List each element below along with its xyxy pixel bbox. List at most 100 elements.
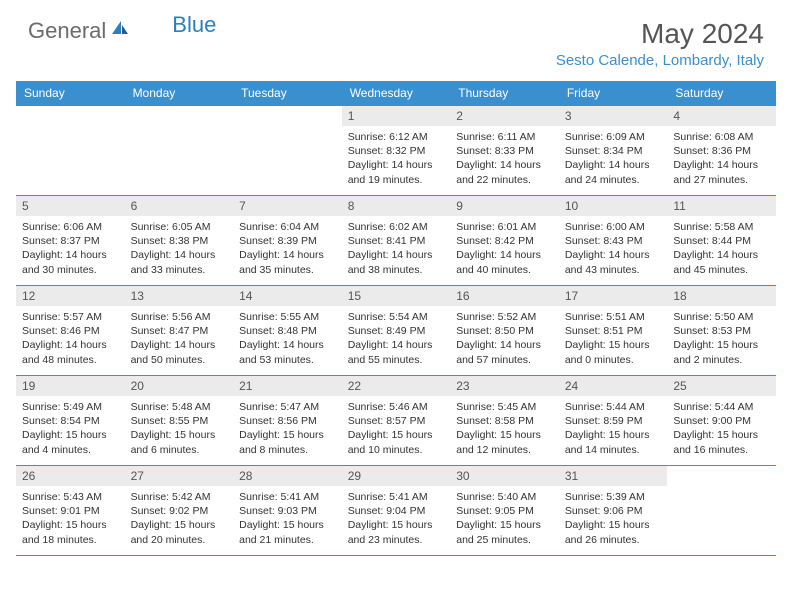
title-block: May 2024 Sesto Calende, Lombardy, Italy — [556, 18, 764, 69]
day-content: Sunrise: 6:01 AMSunset: 8:42 PMDaylight:… — [450, 216, 559, 279]
day-content: Sunrise: 5:48 AMSunset: 8:55 PMDaylight:… — [125, 396, 234, 459]
day-number: 4 — [667, 106, 776, 126]
day-number: 16 — [450, 286, 559, 306]
day-number: 7 — [233, 196, 342, 216]
day-number — [16, 106, 125, 126]
weekday-header: Saturday — [667, 81, 776, 106]
month-title: May 2024 — [556, 18, 764, 50]
day-number: 14 — [233, 286, 342, 306]
calendar-cell: 21Sunrise: 5:47 AMSunset: 8:56 PMDayligh… — [233, 376, 342, 466]
calendar-cell: 20Sunrise: 5:48 AMSunset: 8:55 PMDayligh… — [125, 376, 234, 466]
day-number: 20 — [125, 376, 234, 396]
day-number — [667, 466, 776, 486]
day-content: Sunrise: 5:39 AMSunset: 9:06 PMDaylight:… — [559, 486, 668, 549]
day-number: 9 — [450, 196, 559, 216]
logo-text-blue: Blue — [172, 12, 216, 38]
day-content: Sunrise: 5:40 AMSunset: 9:05 PMDaylight:… — [450, 486, 559, 549]
calendar-cell: 6Sunrise: 6:05 AMSunset: 8:38 PMDaylight… — [125, 196, 234, 286]
day-content: Sunrise: 5:52 AMSunset: 8:50 PMDaylight:… — [450, 306, 559, 369]
day-number: 3 — [559, 106, 668, 126]
calendar-cell: 25Sunrise: 5:44 AMSunset: 9:00 PMDayligh… — [667, 376, 776, 466]
day-number: 21 — [233, 376, 342, 396]
calendar-cell: 7Sunrise: 6:04 AMSunset: 8:39 PMDaylight… — [233, 196, 342, 286]
day-number: 27 — [125, 466, 234, 486]
day-number: 26 — [16, 466, 125, 486]
day-content: Sunrise: 6:08 AMSunset: 8:36 PMDaylight:… — [667, 126, 776, 189]
day-number: 8 — [342, 196, 451, 216]
day-number — [125, 106, 234, 126]
day-content: Sunrise: 5:44 AMSunset: 9:00 PMDaylight:… — [667, 396, 776, 459]
location: Sesto Calende, Lombardy, Italy — [556, 52, 764, 69]
calendar-row: 26Sunrise: 5:43 AMSunset: 9:01 PMDayligh… — [16, 466, 776, 556]
calendar-cell: 5Sunrise: 6:06 AMSunset: 8:37 PMDaylight… — [16, 196, 125, 286]
day-number: 6 — [125, 196, 234, 216]
logo: General Blue — [28, 18, 216, 44]
sail-icon — [110, 19, 130, 42]
day-content: Sunrise: 5:43 AMSunset: 9:01 PMDaylight:… — [16, 486, 125, 549]
calendar-cell — [16, 106, 125, 196]
calendar-cell: 29Sunrise: 5:41 AMSunset: 9:04 PMDayligh… — [342, 466, 451, 556]
calendar-cell: 17Sunrise: 5:51 AMSunset: 8:51 PMDayligh… — [559, 286, 668, 376]
calendar-cell: 27Sunrise: 5:42 AMSunset: 9:02 PMDayligh… — [125, 466, 234, 556]
day-content: Sunrise: 6:04 AMSunset: 8:39 PMDaylight:… — [233, 216, 342, 279]
calendar-cell: 19Sunrise: 5:49 AMSunset: 8:54 PMDayligh… — [16, 376, 125, 466]
calendar-table: Sunday Monday Tuesday Wednesday Thursday… — [16, 81, 776, 556]
calendar-cell: 28Sunrise: 5:41 AMSunset: 9:03 PMDayligh… — [233, 466, 342, 556]
calendar-row: 1Sunrise: 6:12 AMSunset: 8:32 PMDaylight… — [16, 106, 776, 196]
weekday-header: Tuesday — [233, 81, 342, 106]
calendar-cell: 31Sunrise: 5:39 AMSunset: 9:06 PMDayligh… — [559, 466, 668, 556]
calendar-row: 19Sunrise: 5:49 AMSunset: 8:54 PMDayligh… — [16, 376, 776, 466]
day-content: Sunrise: 5:57 AMSunset: 8:46 PMDaylight:… — [16, 306, 125, 369]
day-number: 18 — [667, 286, 776, 306]
day-number: 30 — [450, 466, 559, 486]
day-content: Sunrise: 6:09 AMSunset: 8:34 PMDaylight:… — [559, 126, 668, 189]
day-content: Sunrise: 6:06 AMSunset: 8:37 PMDaylight:… — [16, 216, 125, 279]
weekday-header: Friday — [559, 81, 668, 106]
calendar-cell: 26Sunrise: 5:43 AMSunset: 9:01 PMDayligh… — [16, 466, 125, 556]
day-content: Sunrise: 5:49 AMSunset: 8:54 PMDaylight:… — [16, 396, 125, 459]
day-number: 5 — [16, 196, 125, 216]
calendar-cell: 8Sunrise: 6:02 AMSunset: 8:41 PMDaylight… — [342, 196, 451, 286]
calendar-cell — [667, 466, 776, 556]
day-content: Sunrise: 5:46 AMSunset: 8:57 PMDaylight:… — [342, 396, 451, 459]
logo-text-general: General — [28, 18, 106, 44]
day-number: 22 — [342, 376, 451, 396]
day-number: 15 — [342, 286, 451, 306]
day-number: 17 — [559, 286, 668, 306]
day-number: 25 — [667, 376, 776, 396]
weekday-header: Wednesday — [342, 81, 451, 106]
day-number — [233, 106, 342, 126]
weekday-header: Sunday — [16, 81, 125, 106]
day-number: 19 — [16, 376, 125, 396]
day-number: 11 — [667, 196, 776, 216]
day-content: Sunrise: 5:51 AMSunset: 8:51 PMDaylight:… — [559, 306, 668, 369]
calendar-cell: 2Sunrise: 6:11 AMSunset: 8:33 PMDaylight… — [450, 106, 559, 196]
weekday-header-row: Sunday Monday Tuesday Wednesday Thursday… — [16, 81, 776, 106]
day-content: Sunrise: 5:44 AMSunset: 8:59 PMDaylight:… — [559, 396, 668, 459]
day-content: Sunrise: 5:42 AMSunset: 9:02 PMDaylight:… — [125, 486, 234, 549]
day-content: Sunrise: 5:41 AMSunset: 9:03 PMDaylight:… — [233, 486, 342, 549]
calendar-row: 12Sunrise: 5:57 AMSunset: 8:46 PMDayligh… — [16, 286, 776, 376]
day-content: Sunrise: 6:05 AMSunset: 8:38 PMDaylight:… — [125, 216, 234, 279]
day-content: Sunrise: 5:50 AMSunset: 8:53 PMDaylight:… — [667, 306, 776, 369]
calendar-cell: 4Sunrise: 6:08 AMSunset: 8:36 PMDaylight… — [667, 106, 776, 196]
calendar-cell: 9Sunrise: 6:01 AMSunset: 8:42 PMDaylight… — [450, 196, 559, 286]
day-content: Sunrise: 6:00 AMSunset: 8:43 PMDaylight:… — [559, 216, 668, 279]
calendar-cell: 11Sunrise: 5:58 AMSunset: 8:44 PMDayligh… — [667, 196, 776, 286]
day-content: Sunrise: 5:55 AMSunset: 8:48 PMDaylight:… — [233, 306, 342, 369]
calendar-cell: 10Sunrise: 6:00 AMSunset: 8:43 PMDayligh… — [559, 196, 668, 286]
weekday-header: Monday — [125, 81, 234, 106]
day-content: Sunrise: 5:45 AMSunset: 8:58 PMDaylight:… — [450, 396, 559, 459]
day-number: 24 — [559, 376, 668, 396]
day-content: Sunrise: 5:56 AMSunset: 8:47 PMDaylight:… — [125, 306, 234, 369]
day-number: 23 — [450, 376, 559, 396]
day-number: 29 — [342, 466, 451, 486]
weekday-header: Thursday — [450, 81, 559, 106]
day-number: 31 — [559, 466, 668, 486]
day-number: 12 — [16, 286, 125, 306]
day-number: 13 — [125, 286, 234, 306]
calendar-cell: 24Sunrise: 5:44 AMSunset: 8:59 PMDayligh… — [559, 376, 668, 466]
calendar-cell: 13Sunrise: 5:56 AMSunset: 8:47 PMDayligh… — [125, 286, 234, 376]
day-content: Sunrise: 5:41 AMSunset: 9:04 PMDaylight:… — [342, 486, 451, 549]
calendar-cell: 18Sunrise: 5:50 AMSunset: 8:53 PMDayligh… — [667, 286, 776, 376]
